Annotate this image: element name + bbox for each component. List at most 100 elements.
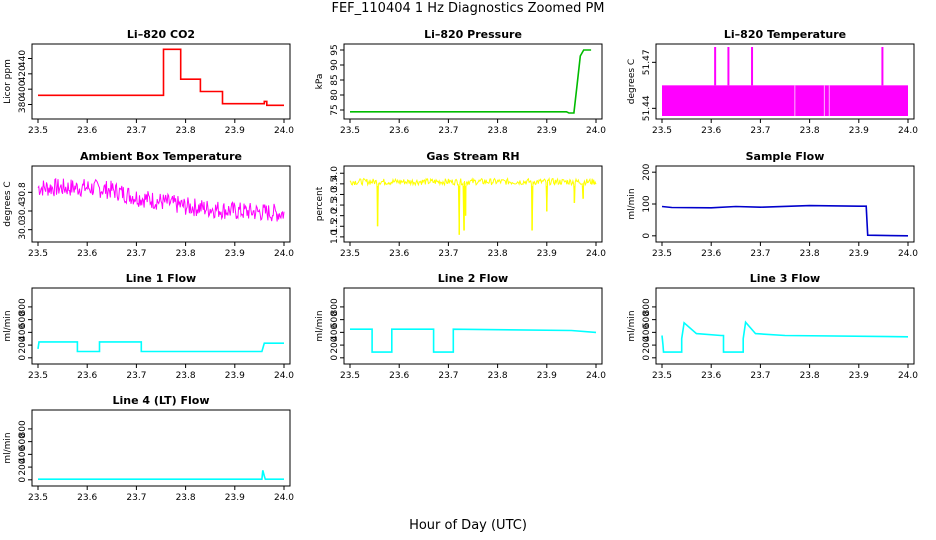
x-tick-label: 23.7 — [438, 249, 458, 259]
panel-title: Li–820 Pressure — [424, 28, 522, 41]
y-tick-label: 420 — [18, 65, 28, 82]
x-tick-label: 23.9 — [537, 249, 557, 259]
y-tick-label: 400 — [642, 324, 652, 341]
x-tick-label: 24.0 — [898, 249, 918, 259]
series-box_temp — [37, 177, 285, 222]
x-tick-label: 23.5 — [652, 249, 672, 259]
temperature-band — [662, 85, 908, 116]
x-tick-label: 23.8 — [488, 126, 508, 136]
x-tick-label: 23.6 — [701, 371, 721, 381]
x-tick-label: 23.9 — [849, 371, 869, 381]
y-tick-label: 2.5 — [330, 198, 340, 212]
x-tick-label: 23.7 — [126, 126, 146, 136]
y-tick-label: 380 — [18, 96, 28, 113]
y-axis-label: ml/min — [627, 310, 637, 341]
y-tick-label: 800 — [330, 298, 340, 315]
y-tick-label: 75 — [330, 104, 340, 115]
x-tick-label: 24.0 — [586, 249, 606, 259]
x-tick-label: 24.0 — [898, 371, 918, 381]
y-axis-label: kPa — [315, 74, 325, 90]
y-tick-label: 0 — [18, 477, 28, 483]
x-tick-label: 23.9 — [225, 249, 245, 259]
y-tick-label: 200 — [18, 458, 28, 475]
y-tick-label: 95 — [330, 44, 340, 55]
y-tick-label: 80 — [330, 89, 340, 101]
x-tick-label: 23.6 — [701, 249, 721, 259]
y-tick-label: 1.0 — [330, 229, 340, 244]
panel-title: Line 4 (LT) Flow — [113, 394, 210, 407]
x-axis-label: Hour of Day (UTC) — [409, 518, 527, 533]
y-tick-label: 2.0 — [330, 208, 340, 223]
x-tick-label: 23.5 — [340, 126, 360, 136]
x-tick-label: 24.0 — [586, 371, 606, 381]
plot-frame — [655, 287, 915, 365]
figure-title: FEF_110404 1 Hz Diagnostics Zoomed PM — [331, 1, 605, 16]
x-tick-label: 24.0 — [274, 126, 294, 136]
y-tick-label: 200 — [642, 336, 652, 353]
x-tick-label: 23.9 — [849, 249, 869, 259]
panel-title: Ambient Box Temperature — [80, 150, 242, 163]
panel-title: Line 2 Flow — [438, 272, 508, 285]
y-tick-label: 800 — [642, 298, 652, 315]
y-tick-label: 3.0 — [330, 187, 340, 202]
plot-frame — [31, 287, 291, 365]
x-tick-label: 23.7 — [126, 249, 146, 259]
x-tick-label: 23.6 — [389, 126, 409, 136]
y-tick-label: 200 — [642, 163, 652, 180]
y-tick-label: 400 — [18, 324, 28, 341]
x-tick-label: 23.8 — [800, 371, 820, 381]
panel-line4: Line 4 (LT) Flow ml/min 23.5 23.6 23.7 23.8 23… — [3, 394, 294, 503]
x-tick-label: 23.5 — [28, 493, 48, 503]
x-tick-label: 23.6 — [77, 249, 97, 259]
y-tick-label: 200 — [330, 336, 340, 353]
y-tick-label: 400 — [18, 80, 28, 97]
y-tick-label: 200 — [18, 336, 28, 353]
y-tick-label: 600 — [18, 433, 28, 450]
series-pressure — [350, 49, 592, 114]
panel-title: Sample Flow — [746, 150, 825, 163]
series-line3 — [661, 320, 909, 353]
x-tick-label: 23.7 — [126, 371, 146, 381]
y-axis-label: ml/min — [3, 432, 13, 463]
y-tick-label: 600 — [330, 311, 340, 328]
panel-sample_flow: Sample Flow ml/min 23.5 23.6 23.7 23.8 23.9 24.… — [627, 150, 918, 259]
plot-frame — [343, 43, 603, 120]
x-tick-label: 23.8 — [176, 371, 196, 381]
x-tick-label: 23.5 — [652, 126, 672, 136]
y-axis-label: percent — [315, 186, 325, 221]
x-tick-label: 23.6 — [389, 371, 409, 381]
y-tick-label: 30.8 — [18, 182, 28, 202]
x-tick-label: 23.7 — [750, 249, 770, 259]
x-tick-label: 23.8 — [176, 249, 196, 259]
panel-title: Line 3 Flow — [750, 272, 820, 285]
x-tick-label: 23.5 — [28, 126, 48, 136]
y-tick-label: 800 — [18, 420, 28, 437]
x-tick-label: 23.5 — [652, 371, 672, 381]
plot-frame — [655, 43, 915, 120]
y-tick-label: 85 — [330, 74, 340, 85]
y-tick-label: 30.4 — [18, 201, 28, 221]
panel-title: Li–820 CO2 — [127, 28, 195, 41]
panel-box_temp: Ambient Box Temperature degrees C 23.5 23.6… — [3, 150, 294, 259]
x-tick-label: 24.0 — [586, 126, 606, 136]
x-tick-label: 23.8 — [800, 126, 820, 136]
x-tick-label: 23.7 — [750, 371, 770, 381]
panel-pressure: Li–820 Pressure kPa 23.5 23.6 23.7 23.8 23.9 24… — [315, 28, 606, 136]
panel-co2: Li–820 CO2 Licor ppm 23.5 23.6 23.7 23.8 23.9 2… — [3, 28, 294, 136]
x-tick-label: 23.9 — [225, 126, 245, 136]
y-tick-label: 90 — [330, 59, 340, 71]
panel-line1: Line 1 Flow ml/min 23.5 23.6 23.7 23.8 23.9 24.… — [3, 272, 294, 381]
plot-frame — [343, 165, 603, 243]
x-tick-label: 23.9 — [537, 371, 557, 381]
x-tick-label: 24.0 — [898, 126, 918, 136]
x-tick-label: 23.8 — [488, 249, 508, 259]
y-tick-label: 600 — [642, 311, 652, 328]
x-tick-label: 24.0 — [274, 493, 294, 503]
y-tick-label: 3.5 — [330, 177, 340, 191]
x-tick-label: 23.7 — [438, 371, 458, 381]
y-tick-label: 51.47 — [642, 49, 652, 75]
plot-frame — [343, 287, 603, 365]
y-tick-label: 440 — [18, 50, 28, 67]
y-tick-label: 0 — [642, 233, 652, 239]
